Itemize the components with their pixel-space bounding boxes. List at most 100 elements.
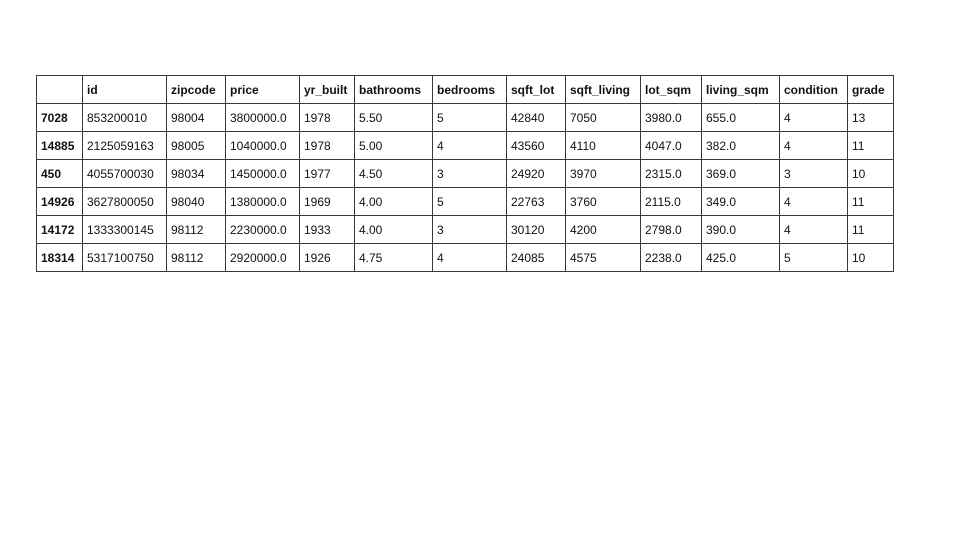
row-index: 14926 xyxy=(36,187,83,216)
cell-condition: 4 xyxy=(779,103,848,132)
cell-zipcode: 98112 xyxy=(166,215,226,244)
cell-id: 5317100750 xyxy=(82,243,167,272)
cell-living-sqm: 655.0 xyxy=(701,103,780,132)
cell-grade: 11 xyxy=(847,215,894,244)
cell-price: 2230000.0 xyxy=(225,215,300,244)
cell-condition: 4 xyxy=(779,187,848,216)
table-body: 7028 853200010 98004 3800000.0 1978 5.50… xyxy=(36,103,894,272)
cell-yr-built: 1933 xyxy=(299,215,355,244)
cell-price: 1040000.0 xyxy=(225,131,300,160)
cell-grade: 11 xyxy=(847,187,894,216)
cell-sqft-lot: 24920 xyxy=(506,159,566,188)
cell-price: 3800000.0 xyxy=(225,103,300,132)
row-index: 18314 xyxy=(36,243,83,272)
cell-price: 1450000.0 xyxy=(225,159,300,188)
header-row: id zipcode price yr_built bathrooms bedr… xyxy=(36,75,894,104)
cell-lot-sqm: 2315.0 xyxy=(640,159,702,188)
table-row: 450 4055700030 98034 1450000.0 1977 4.50… xyxy=(36,159,894,188)
column-header-living-sqm: living_sqm xyxy=(701,75,780,104)
cell-sqft-living: 4110 xyxy=(565,131,641,160)
column-header-sqft-living: sqft_living xyxy=(565,75,641,104)
cell-bathrooms: 4.50 xyxy=(354,159,433,188)
cell-zipcode: 98004 xyxy=(166,103,226,132)
cell-sqft-lot: 42840 xyxy=(506,103,566,132)
cell-condition: 4 xyxy=(779,131,848,160)
index-header xyxy=(36,75,83,104)
cell-bedrooms: 3 xyxy=(432,159,507,188)
cell-zipcode: 98005 xyxy=(166,131,226,160)
cell-id: 853200010 xyxy=(82,103,167,132)
column-header-price: price xyxy=(225,75,300,104)
cell-zipcode: 98112 xyxy=(166,243,226,272)
cell-lot-sqm: 2115.0 xyxy=(640,187,702,216)
cell-price: 2920000.0 xyxy=(225,243,300,272)
column-header-grade: grade xyxy=(847,75,894,104)
cell-zipcode: 98034 xyxy=(166,159,226,188)
cell-bedrooms: 5 xyxy=(432,103,507,132)
cell-living-sqm: 382.0 xyxy=(701,131,780,160)
table-row: 7028 853200010 98004 3800000.0 1978 5.50… xyxy=(36,103,894,132)
cell-bathrooms: 4.75 xyxy=(354,243,433,272)
cell-sqft-lot: 22763 xyxy=(506,187,566,216)
cell-id: 2125059163 xyxy=(82,131,167,160)
column-header-sqft-lot: sqft_lot xyxy=(506,75,566,104)
cell-lot-sqm: 2238.0 xyxy=(640,243,702,272)
cell-id: 4055700030 xyxy=(82,159,167,188)
cell-sqft-living: 7050 xyxy=(565,103,641,132)
cell-id: 1333300145 xyxy=(82,215,167,244)
row-index: 14172 xyxy=(36,215,83,244)
cell-bedrooms: 4 xyxy=(432,243,507,272)
row-index: 7028 xyxy=(36,103,83,132)
cell-price: 1380000.0 xyxy=(225,187,300,216)
cell-lot-sqm: 2798.0 xyxy=(640,215,702,244)
cell-sqft-living: 4575 xyxy=(565,243,641,272)
cell-lot-sqm: 3980.0 xyxy=(640,103,702,132)
column-header-yr-built: yr_built xyxy=(299,75,355,104)
cell-bathrooms: 4.00 xyxy=(354,187,433,216)
cell-living-sqm: 425.0 xyxy=(701,243,780,272)
cell-grade: 11 xyxy=(847,131,894,160)
cell-sqft-lot: 43560 xyxy=(506,131,566,160)
table-row: 14885 2125059163 98005 1040000.0 1978 5.… xyxy=(36,131,894,160)
column-header-condition: condition xyxy=(779,75,848,104)
cell-grade: 10 xyxy=(847,243,894,272)
cell-grade: 13 xyxy=(847,103,894,132)
column-header-bedrooms: bedrooms xyxy=(432,75,507,104)
cell-bedrooms: 4 xyxy=(432,131,507,160)
cell-yr-built: 1926 xyxy=(299,243,355,272)
cell-yr-built: 1977 xyxy=(299,159,355,188)
cell-condition: 4 xyxy=(779,215,848,244)
cell-grade: 10 xyxy=(847,159,894,188)
table-row: 14926 3627800050 98040 1380000.0 1969 4.… xyxy=(36,187,894,216)
cell-id: 3627800050 xyxy=(82,187,167,216)
cell-bedrooms: 3 xyxy=(432,215,507,244)
column-header-id: id xyxy=(82,75,167,104)
cell-condition: 3 xyxy=(779,159,848,188)
row-index: 14885 xyxy=(36,131,83,160)
cell-zipcode: 98040 xyxy=(166,187,226,216)
cell-living-sqm: 349.0 xyxy=(701,187,780,216)
cell-bedrooms: 5 xyxy=(432,187,507,216)
cell-condition: 5 xyxy=(779,243,848,272)
column-header-bathrooms: bathrooms xyxy=(354,75,433,104)
column-header-lot-sqm: lot_sqm xyxy=(640,75,702,104)
cell-sqft-living: 3760 xyxy=(565,187,641,216)
cell-living-sqm: 369.0 xyxy=(701,159,780,188)
cell-sqft-lot: 24085 xyxy=(506,243,566,272)
column-header-zipcode: zipcode xyxy=(166,75,226,104)
cell-sqft-lot: 30120 xyxy=(506,215,566,244)
data-table: id zipcode price yr_built bathrooms bedr… xyxy=(36,75,894,272)
cell-bathrooms: 5.50 xyxy=(354,103,433,132)
row-index: 450 xyxy=(36,159,83,188)
table-row: 14172 1333300145 98112 2230000.0 1933 4.… xyxy=(36,215,894,244)
table-container: id zipcode price yr_built bathrooms bedr… xyxy=(36,75,894,272)
cell-living-sqm: 390.0 xyxy=(701,215,780,244)
cell-yr-built: 1978 xyxy=(299,103,355,132)
cell-sqft-living: 4200 xyxy=(565,215,641,244)
cell-lot-sqm: 4047.0 xyxy=(640,131,702,160)
cell-bathrooms: 5.00 xyxy=(354,131,433,160)
cell-yr-built: 1978 xyxy=(299,131,355,160)
cell-yr-built: 1969 xyxy=(299,187,355,216)
table-row: 18314 5317100750 98112 2920000.0 1926 4.… xyxy=(36,243,894,272)
cell-sqft-living: 3970 xyxy=(565,159,641,188)
